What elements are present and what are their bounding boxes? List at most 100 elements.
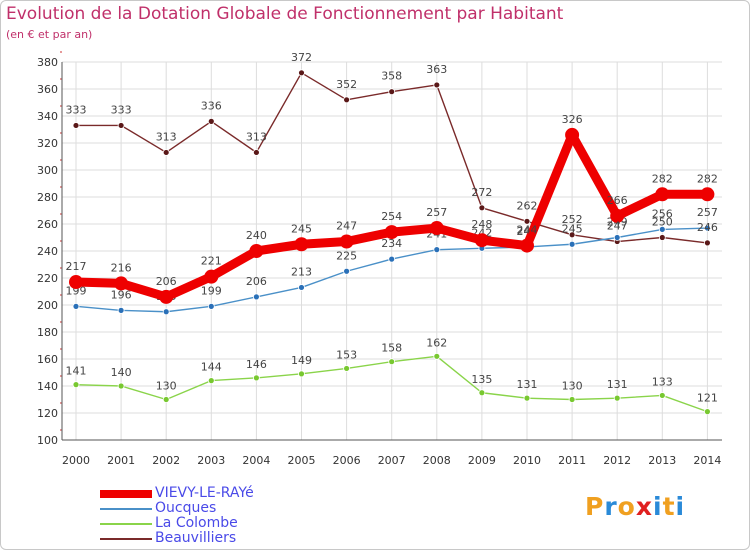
- data-label: 352: [336, 78, 357, 91]
- logo-letter: t: [662, 492, 676, 521]
- data-point: [72, 122, 80, 129]
- data-point: [520, 238, 534, 253]
- legend-swatch: [100, 489, 152, 498]
- data-point: [162, 396, 170, 403]
- data-point: [117, 306, 125, 314]
- data-label: 252: [562, 213, 583, 226]
- y-tick-label: 340: [37, 110, 58, 123]
- data-point: [117, 122, 125, 129]
- data-label: 250: [652, 216, 673, 229]
- data-point: [478, 389, 486, 397]
- y-tick-label: 120: [37, 407, 58, 420]
- x-tick-label: 2001: [107, 454, 135, 467]
- data-point: [69, 275, 83, 290]
- data-label: 256: [652, 207, 673, 220]
- data-label: 333: [111, 103, 132, 116]
- data-label: 130: [156, 380, 177, 393]
- legend-swatch: [100, 507, 152, 510]
- data-point: [298, 69, 305, 77]
- x-tick-label: 2010: [513, 454, 541, 467]
- proxiti-logo: Proxiti: [585, 492, 685, 521]
- data-label: 158: [381, 342, 402, 355]
- data-point: [704, 239, 711, 247]
- y-tick-label: 320: [37, 137, 58, 150]
- data-point: [252, 293, 260, 301]
- legend-item: Oucques: [100, 501, 254, 516]
- logo-letter: i: [653, 492, 663, 521]
- data-point: [474, 233, 489, 248]
- y-tick-label: 180: [37, 326, 58, 339]
- x-tick-label: 2009: [468, 454, 496, 467]
- data-point: [565, 127, 580, 142]
- data-point: [568, 396, 576, 403]
- data-label: 234: [381, 237, 402, 250]
- data-label: 146: [246, 358, 267, 371]
- x-tick-label: 2005: [288, 454, 316, 467]
- data-label: 221: [201, 255, 222, 268]
- data-point: [294, 237, 309, 252]
- data-point: [162, 308, 170, 316]
- data-point: [655, 187, 670, 202]
- data-label: 144: [201, 361, 222, 374]
- data-point: [433, 352, 441, 360]
- x-tick-label: 2003: [197, 454, 225, 467]
- legend-label: Oucques: [155, 500, 217, 516]
- y-tick-label: 200: [37, 299, 58, 312]
- data-point: [700, 187, 715, 202]
- data-label: 254: [381, 210, 402, 223]
- data-point: [298, 370, 305, 378]
- data-label: 358: [381, 70, 402, 83]
- data-label: 153: [336, 348, 357, 361]
- data-point: [343, 96, 351, 104]
- y-tick-label: 160: [37, 353, 58, 366]
- data-label: 162: [426, 336, 447, 349]
- x-tick-label: 2014: [693, 454, 721, 467]
- data-point: [207, 118, 215, 125]
- data-label: 313: [246, 130, 267, 143]
- data-point: [478, 204, 486, 212]
- x-tick-label: 2011: [558, 454, 586, 467]
- y-tick-label: 100: [37, 434, 58, 447]
- data-label: 247: [336, 220, 357, 233]
- x-tick-label: 2002: [152, 454, 180, 467]
- y-tick-label: 260: [37, 218, 58, 231]
- y-tick-label: 280: [37, 191, 58, 204]
- logo-letter: P: [585, 492, 605, 521]
- y-tick-label: 380: [37, 56, 58, 69]
- data-label: 206: [156, 275, 177, 288]
- data-label: 326: [562, 113, 583, 126]
- data-label: 245: [562, 222, 583, 235]
- data-point: [433, 81, 441, 89]
- chart-subtitle: (en € et par an): [6, 28, 93, 41]
- y-tick-label: 300: [37, 164, 58, 177]
- data-label: 248: [471, 218, 492, 231]
- x-tick-label: 2000: [62, 454, 90, 467]
- data-label: 245: [291, 222, 312, 235]
- data-point: [523, 217, 531, 225]
- logo-letter: x: [635, 492, 653, 521]
- data-label: 257: [697, 206, 718, 219]
- data-label: 141: [66, 365, 87, 378]
- y-tick-label: 140: [37, 380, 58, 393]
- legend-label: VIEVY-LE-RAYé: [155, 485, 254, 501]
- data-label: 282: [697, 172, 718, 185]
- data-point: [568, 231, 576, 239]
- data-point: [298, 284, 305, 291]
- data-label: 247: [607, 220, 628, 233]
- data-point: [658, 225, 666, 233]
- data-point: [207, 377, 215, 385]
- data-point: [610, 208, 625, 223]
- chart-title: Evolution de la Dotation Globale de Fonc…: [6, 4, 564, 24]
- data-label: 140: [111, 366, 132, 379]
- legend-swatch: [100, 537, 152, 540]
- y-tick-label: 360: [37, 83, 58, 96]
- data-point: [117, 382, 125, 390]
- data-label: 257: [426, 206, 447, 219]
- x-tick-label: 2006: [333, 454, 361, 467]
- data-label: 336: [201, 99, 222, 112]
- data-label: 363: [426, 63, 447, 76]
- data-point: [162, 149, 170, 156]
- data-point: [252, 149, 260, 156]
- data-point: [658, 234, 666, 241]
